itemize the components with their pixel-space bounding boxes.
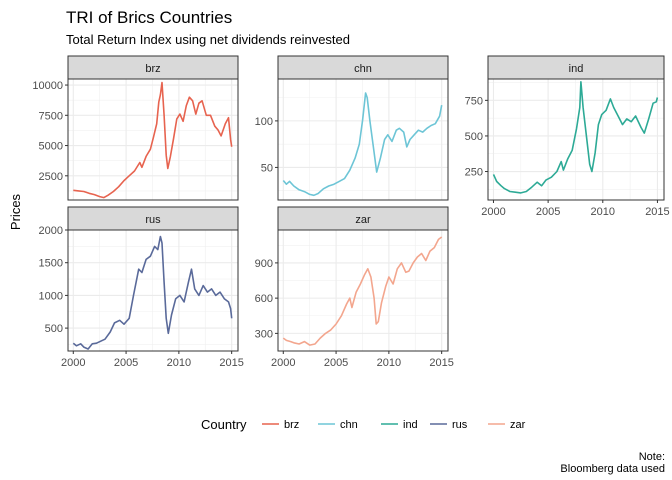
x-tick-label-zar: 2010: [377, 357, 401, 369]
series-line-ind: [492, 81, 659, 194]
plot-area-chn: [278, 79, 448, 200]
panel-border-rus: [67, 229, 239, 352]
panel-border-brz: [67, 78, 239, 201]
chart-title: TRI of Brics Countries: [66, 8, 232, 27]
series-line-brz: [73, 81, 233, 199]
series-line-chn: [282, 92, 443, 197]
legend-label-chn: chn: [340, 419, 358, 431]
strip-label-brz: brz: [145, 63, 160, 75]
grid-zar: [278, 230, 448, 352]
legend: Country brz chn ind rus zar: [201, 417, 526, 432]
series-line-zar: [282, 236, 443, 346]
x-tick-label-ind: 2005: [536, 206, 560, 218]
legend-label-brz: brz: [284, 419, 299, 431]
panel-border-ind: [487, 78, 665, 201]
panel-rus: rus 500 1000 1500 2000 2000 2005 2010 2015: [39, 206, 244, 369]
plot-area-ind: [488, 79, 664, 200]
x-tick-label-ind: 2015: [645, 206, 669, 218]
series-line-rus: [72, 235, 233, 350]
grid-brz: [68, 79, 238, 200]
y-tick-label-zar: 300: [255, 328, 273, 340]
y-tick-label-chn: 100: [255, 116, 273, 128]
chart-subtitle: Total Return Index using net dividends r…: [66, 32, 350, 47]
x-tick-label-ind: 2000: [481, 206, 505, 218]
y-tick-label-brz: 2500: [39, 171, 63, 183]
y-axis-title: Prices: [8, 193, 23, 230]
y-tick-label-zar: 900: [255, 258, 273, 270]
y-tick-label-brz: 7500: [39, 110, 63, 122]
panel-border-zar: [277, 229, 449, 352]
panel-ind: ind 250 500 750 2000 2005 2010 2015: [465, 55, 670, 218]
legend-title: Country: [201, 417, 247, 432]
caption-note: Note:: [639, 451, 665, 463]
y-tick-label-brz: 10000: [32, 80, 63, 92]
y-tick-label-rus: 1000: [39, 290, 63, 302]
panel-chn: chn 50 100: [255, 55, 449, 201]
caption-source: Bloomberg data used: [560, 463, 665, 475]
y-tick-label-zar: 600: [255, 293, 273, 305]
strip-label-zar: zar: [355, 214, 371, 226]
x-tick-label-rus: 2005: [114, 357, 138, 369]
x-tick-label-rus: 2000: [61, 357, 85, 369]
facet-panels: brz 2500 5000 7500 10000 chn 50 100 ind 250 500 750…: [32, 55, 670, 369]
y-tick-label-rus: 2000: [39, 225, 63, 237]
panel-border-chn: [277, 78, 449, 201]
x-tick-label-zar: 2005: [324, 357, 348, 369]
panel-brz: brz 2500 5000 7500 10000: [32, 55, 239, 201]
legend-label-ind: ind: [403, 419, 418, 431]
legend-label-rus: rus: [452, 419, 468, 431]
y-tick-label-ind: 250: [465, 167, 483, 179]
y-tick-label-chn: 50: [261, 162, 273, 174]
x-tick-label-rus: 2015: [219, 357, 243, 369]
strip-label-ind: ind: [569, 63, 584, 75]
y-tick-label-rus: 1500: [39, 258, 63, 270]
y-tick-label-ind: 750: [465, 95, 483, 107]
plot-area-zar: [278, 230, 448, 351]
y-tick-label-rus: 500: [45, 323, 63, 335]
x-tick-label-ind: 2010: [591, 206, 615, 218]
strip-label-chn: chn: [354, 63, 372, 75]
legend-label-zar: zar: [510, 419, 526, 431]
y-tick-label-brz: 5000: [39, 141, 63, 153]
x-tick-label-zar: 2015: [429, 357, 453, 369]
panel-zar: zar 300 600 900 2000 2005 2010 2015: [255, 206, 454, 369]
x-tick-label-zar: 2000: [271, 357, 295, 369]
x-tick-label-rus: 2010: [167, 357, 191, 369]
strip-label-rus: rus: [145, 214, 161, 226]
grid-chn: [278, 79, 448, 200]
y-tick-label-ind: 500: [465, 131, 483, 143]
